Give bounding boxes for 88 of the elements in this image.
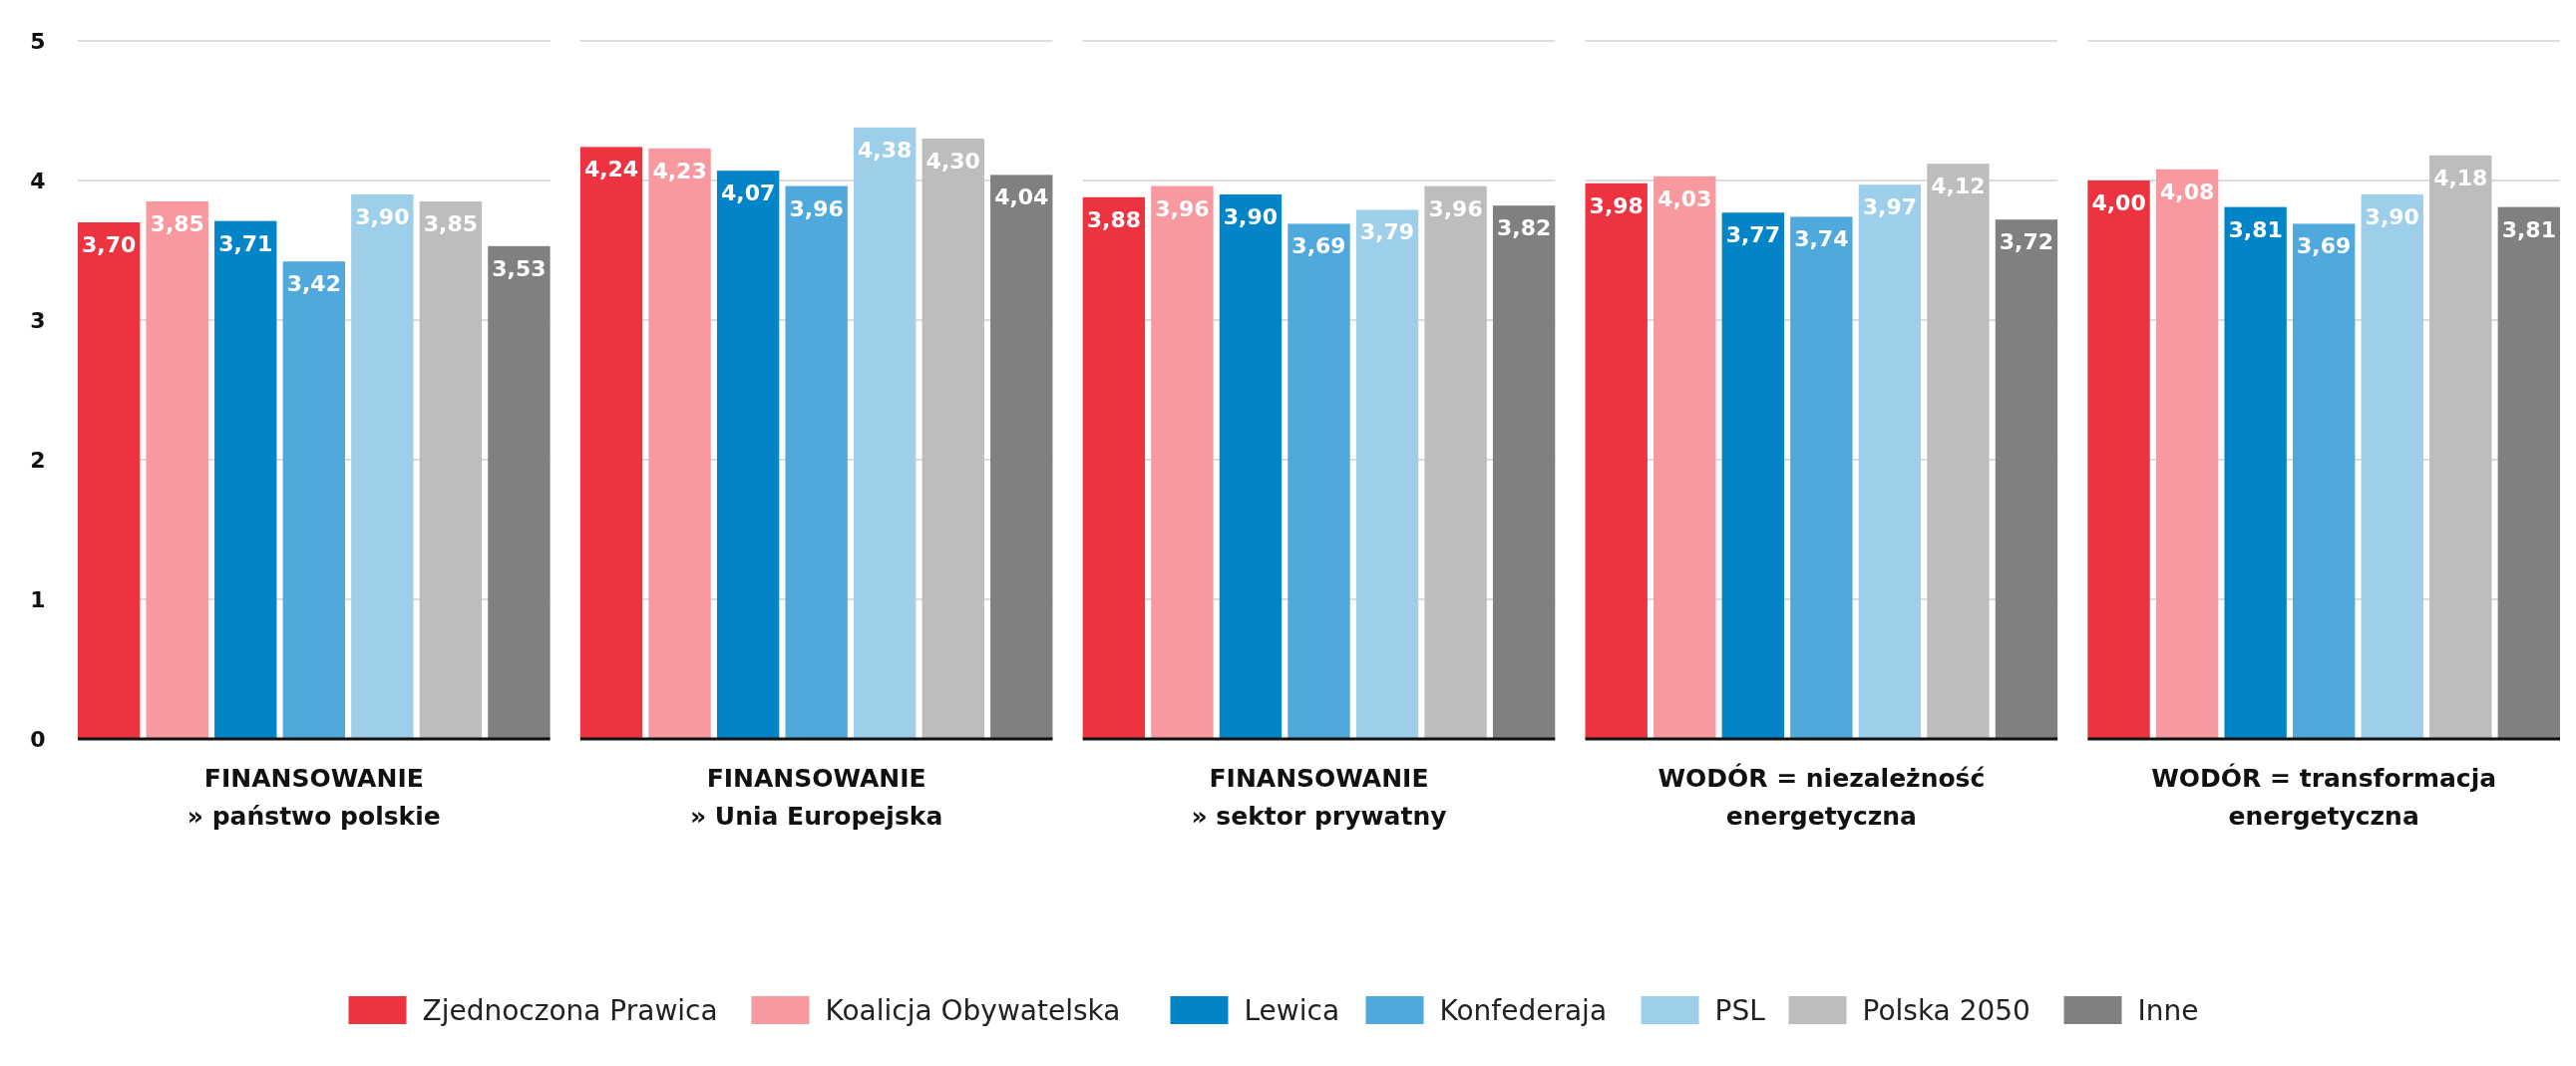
bar	[921, 139, 984, 739]
data-label: 3,53	[492, 255, 547, 281]
data-label: 3,69	[1291, 233, 1346, 259]
x-tick-label: FINANSOWANIE » Unia Europejska	[690, 764, 943, 831]
data-label: 4,38	[858, 137, 913, 163]
data-label: 4,04	[994, 184, 1049, 210]
bar	[1355, 209, 1419, 739]
bar	[990, 175, 1053, 739]
data-label: 3,74	[1794, 226, 1849, 252]
data-label: 3,81	[2501, 216, 2556, 242]
bar	[2224, 206, 2287, 739]
bar	[1654, 176, 1716, 739]
legend-label: Koalicja Obywatelska	[825, 994, 1121, 1027]
data-label: 4,03	[1657, 185, 1712, 211]
y-tick-label: 0	[30, 727, 46, 752]
bar	[2429, 155, 2492, 739]
x-tick-label: WODÓR = transformacja energetyczna	[2151, 763, 2497, 831]
data-label: 3,96	[1428, 195, 1483, 221]
bar	[1082, 196, 1146, 739]
bar	[1151, 185, 1214, 739]
data-label: 3,79	[1359, 219, 1415, 245]
bar	[1585, 182, 1648, 739]
x-tick-label: FINANSOWANIE » sektor prywatny	[1191, 764, 1447, 831]
data-label: 3,70	[82, 232, 137, 257]
data-label: 4,23	[652, 158, 707, 183]
bar	[488, 245, 551, 739]
bar	[146, 201, 208, 739]
legend-label: Inne	[2137, 994, 2199, 1027]
data-label: 3,90	[1223, 204, 1279, 229]
data-label: 4,24	[583, 157, 639, 182]
data-label: 3,72	[1999, 229, 2054, 255]
data-label: 3,97	[1862, 194, 1918, 220]
bar	[579, 147, 643, 739]
bar	[1995, 219, 2058, 739]
bar	[282, 261, 345, 739]
data-label: 4,00	[2091, 190, 2146, 215]
bar	[2087, 180, 2150, 739]
data-label: 3,85	[423, 211, 479, 236]
data-label: 3,98	[1589, 192, 1644, 218]
data-label: 3,96	[789, 195, 844, 221]
bar	[1219, 194, 1283, 739]
bar	[2497, 206, 2560, 739]
y-tick-label: 4	[30, 169, 46, 193]
data-label: 3,69	[2297, 233, 2352, 259]
data-label: 4,07	[720, 180, 776, 206]
bar	[2361, 194, 2423, 739]
bar	[1927, 164, 1990, 739]
bar	[1858, 184, 1922, 739]
data-label: 4,12	[1931, 174, 1986, 199]
legend-label: Lewica	[1244, 994, 1340, 1027]
data-label: 3,88	[1086, 206, 1142, 232]
data-label: 3,96	[1155, 195, 1210, 221]
data-label: 3,42	[286, 271, 341, 297]
bar	[2155, 169, 2219, 739]
data-label: 3,85	[150, 211, 204, 236]
data-label: 3,71	[218, 230, 273, 256]
bar	[419, 201, 483, 739]
bar	[785, 185, 848, 739]
data-label: 3,81	[2228, 216, 2283, 242]
bar	[1288, 223, 1350, 739]
legend-label: Polska 2050	[1862, 994, 2030, 1027]
data-label: 3,77	[1725, 222, 1780, 248]
bar	[2293, 223, 2356, 739]
bar	[78, 222, 141, 739]
legend-label: Konfederaja	[1439, 994, 1608, 1027]
bar	[1790, 216, 1853, 739]
bar	[1492, 205, 1556, 739]
data-label: 3,90	[2365, 204, 2419, 229]
bar	[1721, 212, 1784, 739]
data-label: 3,82	[1496, 215, 1552, 241]
data-label: 4,30	[925, 149, 980, 174]
y-tick-label: 1	[30, 587, 46, 612]
legend-label: Zjednoczona Prawica	[422, 994, 718, 1027]
x-tick-label: FINANSOWANIE » państwo polskie	[186, 764, 441, 831]
x-tick-label: WODÓR = niezależność energetyczna	[1657, 763, 1986, 831]
y-tick-label: 5	[30, 29, 46, 54]
bar	[351, 194, 414, 739]
y-tick-label: 2	[30, 448, 46, 473]
bar	[1424, 185, 1487, 739]
bar	[214, 220, 277, 739]
data-label: 4,18	[2433, 165, 2488, 190]
data-label: 3,90	[355, 204, 410, 229]
legend-label: PSL	[1714, 994, 1766, 1027]
bar	[854, 127, 917, 739]
bar	[716, 171, 780, 739]
y-tick-label: 3	[30, 308, 46, 333]
data-label: 4,08	[2159, 178, 2215, 204]
bar	[648, 148, 711, 739]
